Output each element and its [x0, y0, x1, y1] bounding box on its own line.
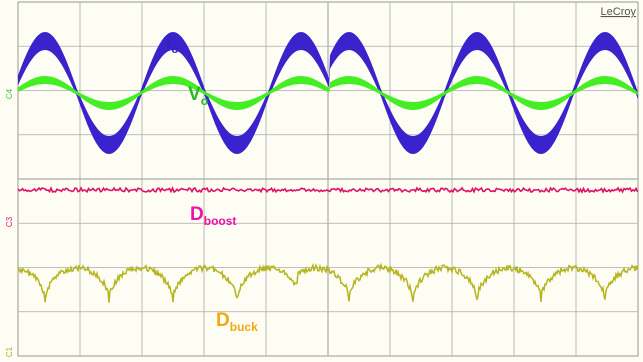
label-main: D — [190, 204, 204, 225]
channel-marker: C1 — [5, 346, 14, 357]
label-main: D — [216, 310, 230, 331]
label-sub: boost — [204, 214, 237, 228]
label-sub: o — [171, 42, 178, 56]
scope-screen: LeCroy C4 C3 C1 Io Vo Dboost Dbuck — [0, 0, 643, 362]
background — [0, 0, 643, 362]
brand: LeCroy — [601, 6, 637, 18]
channel-marker: C3 — [5, 216, 14, 227]
channel-marker: C4 — [5, 88, 14, 99]
label-sub: o — [201, 94, 208, 108]
label-main: V — [188, 84, 201, 105]
label-sub: buck — [230, 320, 258, 334]
